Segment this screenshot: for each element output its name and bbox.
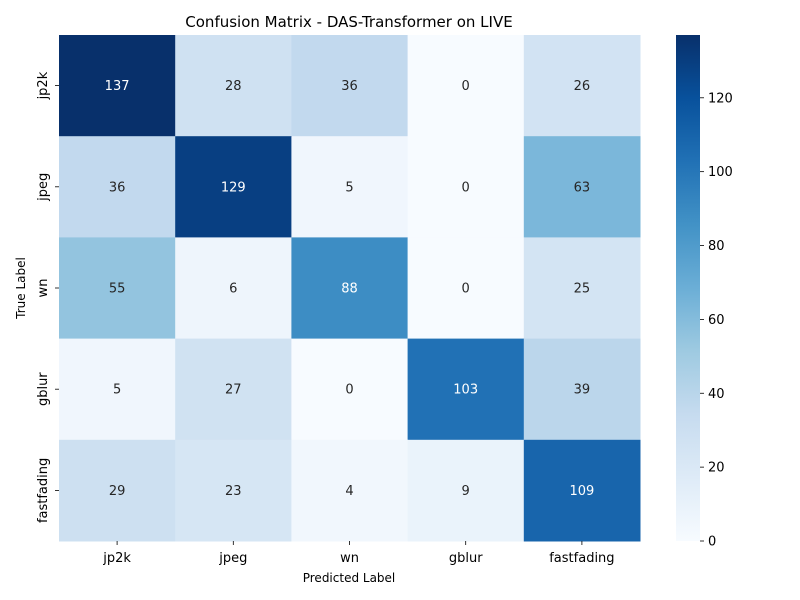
heatmap-cell xyxy=(175,237,292,340)
cell-value-label: 55 xyxy=(109,282,126,297)
heatmap-cell xyxy=(291,35,409,137)
heatmap-cell xyxy=(523,35,641,137)
colorbar-tick-label: 20 xyxy=(708,461,725,476)
colorbar xyxy=(676,35,700,541)
y-axis: jp2k jpeg wn gblur fastfading xyxy=(36,71,59,523)
heatmap-cell xyxy=(291,439,409,542)
heatmap-cell xyxy=(175,338,292,441)
heatmap-cell xyxy=(175,439,292,542)
y-tick-label: wn xyxy=(36,279,51,298)
cell-value-label: 5 xyxy=(345,180,353,195)
colorbar-ticks: 0 20 40 60 80 100 120 xyxy=(700,91,733,550)
x-axis: jp2k jpeg wn gblur fastfading xyxy=(102,541,615,566)
cell-value-label: 36 xyxy=(109,180,126,195)
colorbar-tick-label: 80 xyxy=(708,239,725,254)
cell-value-label: 137 xyxy=(105,79,130,94)
chart-title: Confusion Matrix - DAS-Transformer on LI… xyxy=(185,13,512,31)
heatmap-cell xyxy=(523,338,641,441)
heatmap-cell xyxy=(523,136,641,238)
colorbar-tick-label: 100 xyxy=(708,165,733,180)
x-tick-label: jp2k xyxy=(102,551,131,566)
y-tick-label: jpeg xyxy=(36,173,51,202)
heatmap-cell xyxy=(59,439,176,542)
cell-value-label: 29 xyxy=(109,484,126,499)
cell-value-label: 103 xyxy=(453,383,478,398)
heatmap-cell xyxy=(291,136,409,238)
cell-value-label: 0 xyxy=(462,282,470,297)
cell-value-label: 26 xyxy=(574,79,591,94)
x-tick-label: jpeg xyxy=(218,551,247,566)
heatmap-cells: 137 28 36 0 26 36 129 5 0 63 55 6 88 0 25 5 27 0 103 39 29 23… xyxy=(59,35,641,542)
colorbar-tick-label: 120 xyxy=(708,91,733,106)
cell-value-label: 6 xyxy=(229,282,237,297)
colorbar-tick-label: 60 xyxy=(708,313,725,328)
x-tick-label: gblur xyxy=(449,551,483,566)
heatmap-cell xyxy=(407,338,525,441)
x-tick-label: wn xyxy=(340,551,359,566)
cell-value-label: 5 xyxy=(113,383,121,398)
cell-value-label: 27 xyxy=(225,383,242,398)
cell-value-label: 25 xyxy=(574,282,591,297)
cell-value-label: 28 xyxy=(225,79,242,94)
cell-value-label: 0 xyxy=(462,79,470,94)
cell-value-label: 4 xyxy=(345,484,353,499)
cell-value-label: 109 xyxy=(569,484,594,499)
heatmap-cell xyxy=(407,237,525,340)
cell-value-label: 0 xyxy=(345,383,353,398)
x-axis-label: Predicted Label xyxy=(303,571,396,585)
cell-value-label: 88 xyxy=(341,282,358,297)
y-tick-label: jp2k xyxy=(36,71,51,100)
heatmap-cell xyxy=(59,136,176,238)
cell-value-label: 39 xyxy=(574,383,591,398)
cell-value-label: 9 xyxy=(462,484,470,499)
colorbar-tick-label: 0 xyxy=(708,535,716,550)
heatmap-cell xyxy=(59,338,176,441)
cell-value-label: 36 xyxy=(341,79,358,94)
heatmap-cell xyxy=(407,136,525,238)
y-tick-label: fastfading xyxy=(36,458,51,523)
cell-value-label: 23 xyxy=(225,484,242,499)
heatmap-cell xyxy=(523,237,641,340)
heatmap-cell xyxy=(59,237,176,340)
heatmap-cell xyxy=(523,439,641,542)
heatmap-cell xyxy=(291,338,409,441)
colorbar-tick-label: 40 xyxy=(708,387,725,402)
heatmap-cell xyxy=(59,35,176,137)
x-tick-label: fastfading xyxy=(549,551,614,566)
y-tick-label: gblur xyxy=(36,372,51,406)
heatmap-cell xyxy=(291,237,409,340)
heatmap-cell xyxy=(407,439,525,542)
cell-value-label: 0 xyxy=(462,180,470,195)
y-axis-label: True Label xyxy=(14,257,28,320)
heatmap-cell xyxy=(175,35,292,137)
cell-value-label: 63 xyxy=(574,180,591,195)
heatmap-cell xyxy=(175,136,292,238)
cell-value-label: 129 xyxy=(221,180,246,195)
heatmap-cell xyxy=(407,35,525,137)
